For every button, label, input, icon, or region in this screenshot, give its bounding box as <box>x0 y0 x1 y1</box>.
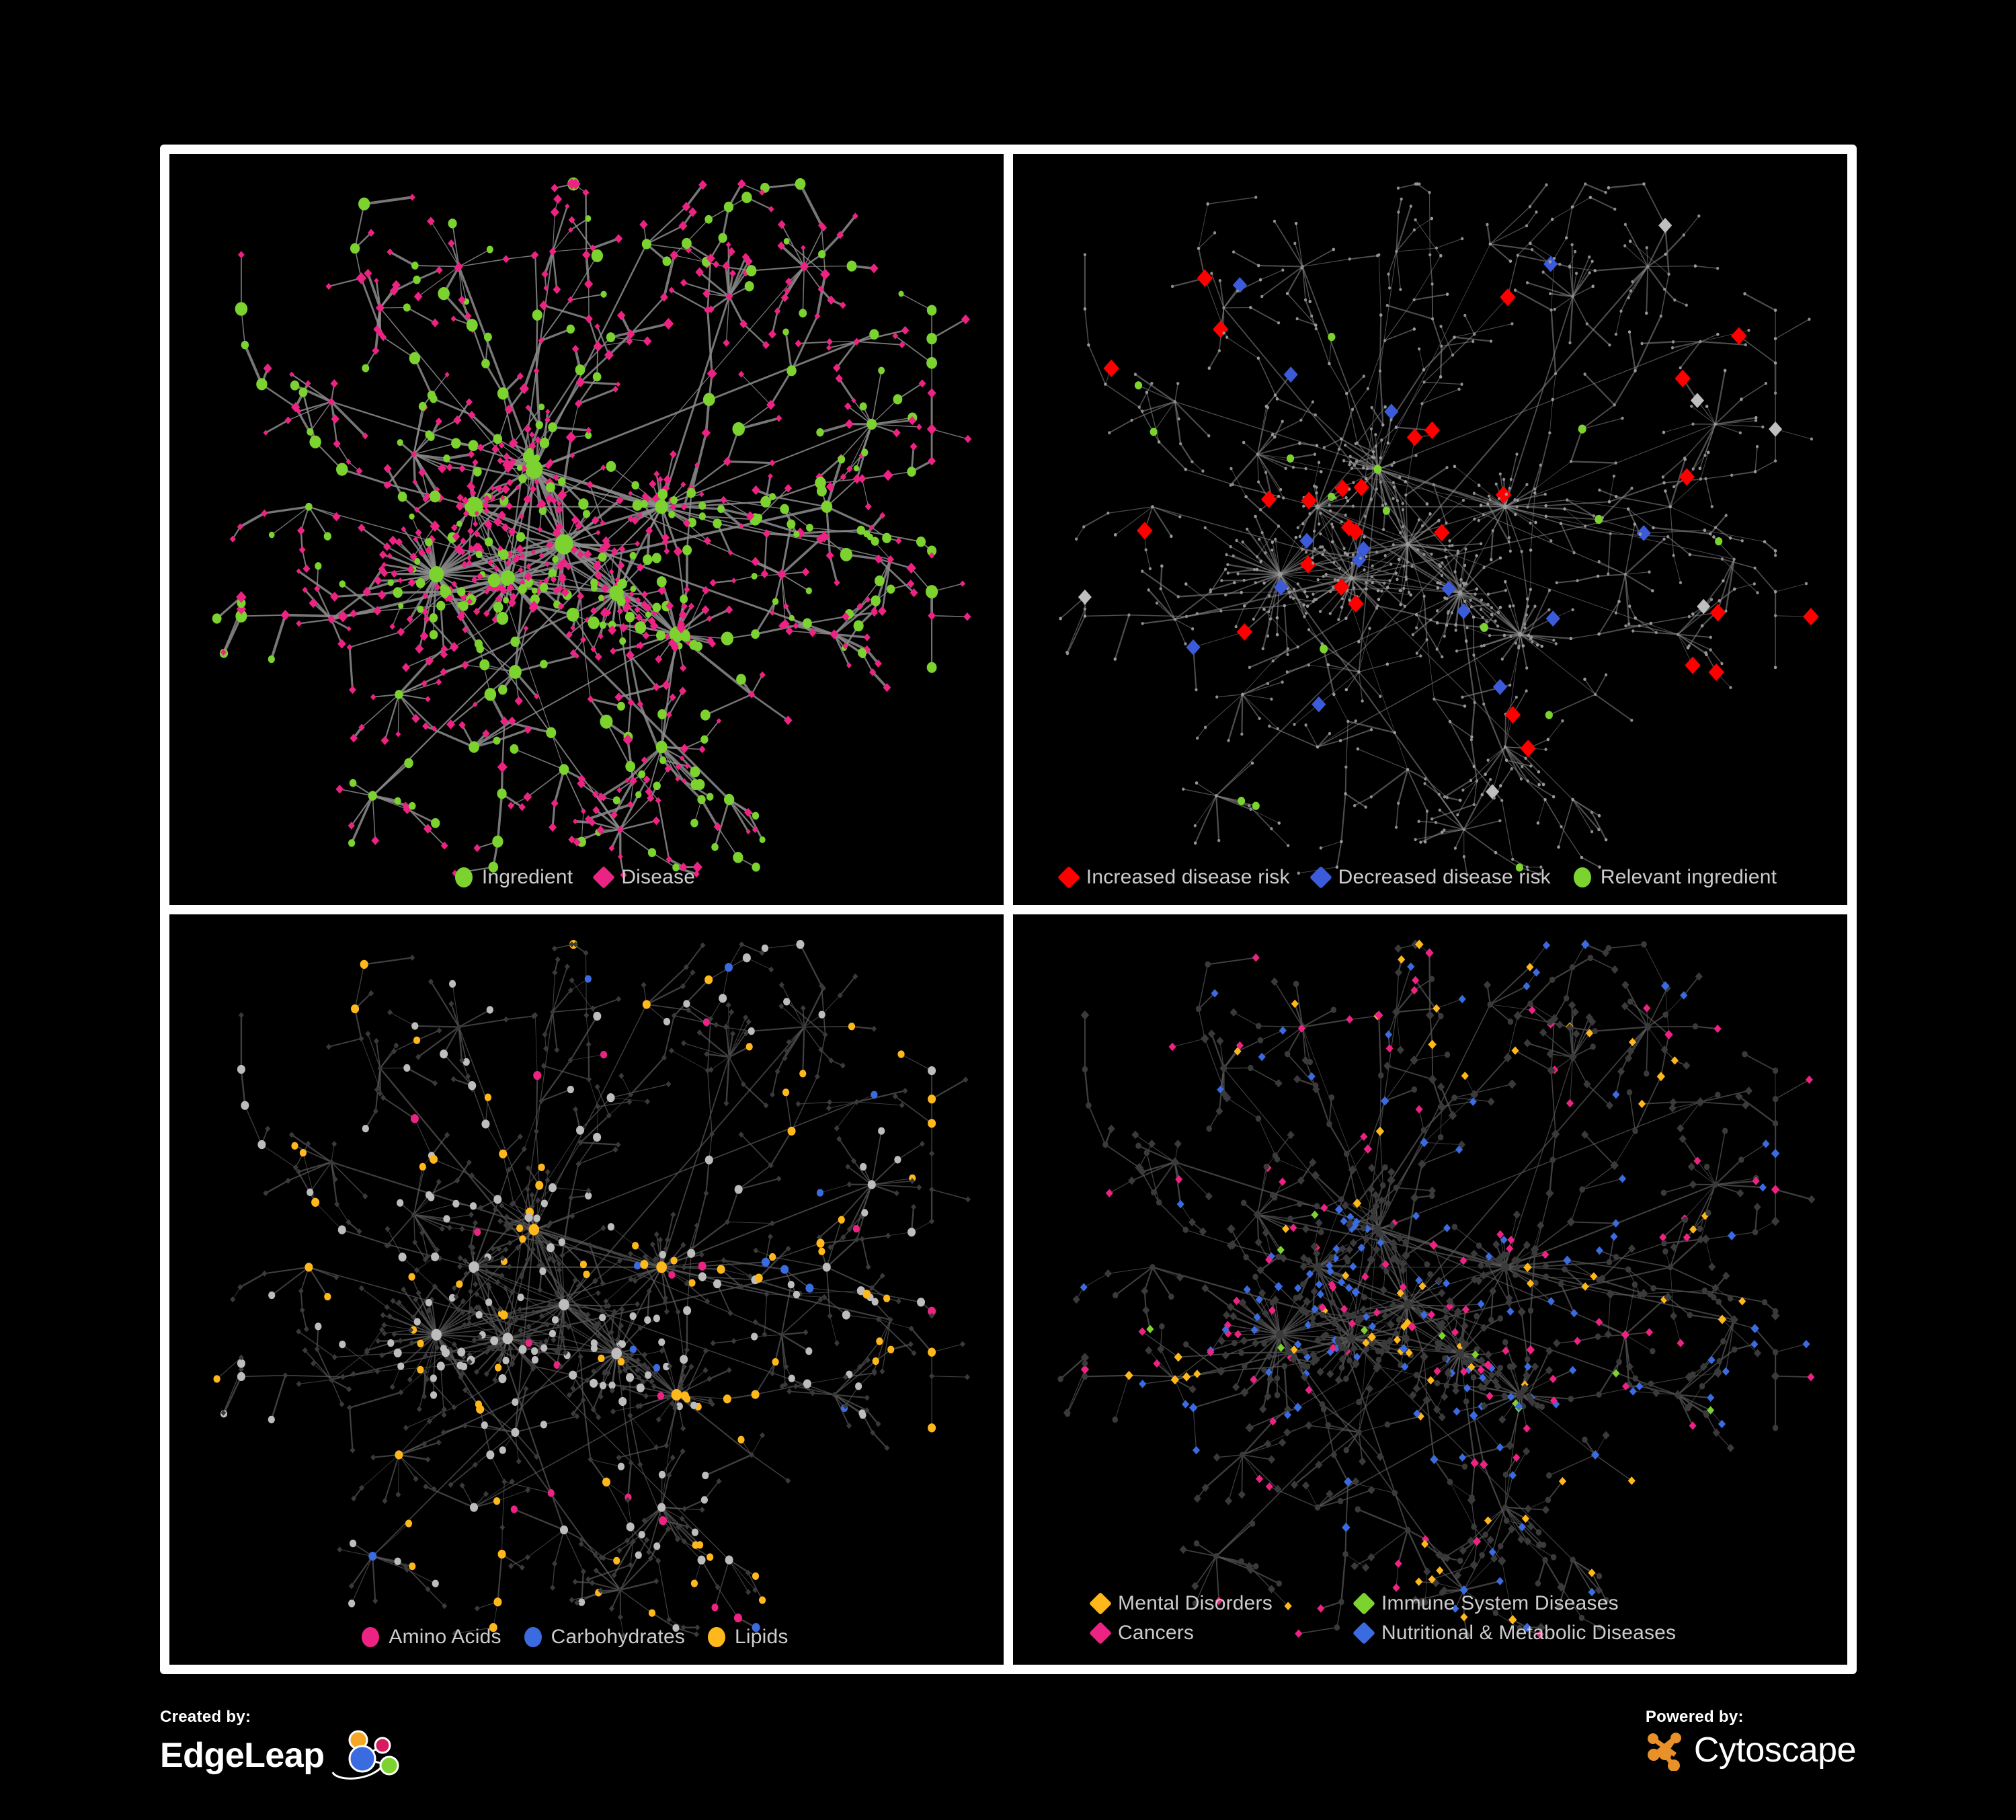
legend-item-label: Increased disease risk <box>1086 865 1290 888</box>
powered-by-kicker: Powered by: <box>1645 1708 1744 1726</box>
created-by-branding: Created by: EdgeLeap <box>160 1708 405 1782</box>
legend-item-label: Mental Disorders <box>1118 1592 1273 1614</box>
edgeleap-wordmark: EdgeLeap <box>160 1736 325 1775</box>
legend-item[interactable]: Carbohydrates <box>524 1627 685 1647</box>
legend-item[interactable]: Relevant ingredient <box>1573 865 1777 888</box>
network-canvas-3 <box>169 914 1004 1665</box>
decreased-risk-marker-icon <box>1309 865 1332 889</box>
mental-disorders-marker-icon <box>1089 1592 1112 1615</box>
network-canvas-4 <box>1013 914 1847 1665</box>
legend-item-label: Relevant ingredient <box>1600 865 1777 888</box>
legend-panel-1: Ingredient Disease <box>169 865 1004 889</box>
network-canvas-1 <box>169 154 1004 905</box>
nutritional-metabolic-diseases-marker-icon <box>1353 1622 1375 1645</box>
legend-item[interactable]: Decreased disease risk <box>1309 865 1551 889</box>
legend-item[interactable]: Immune System Diseases <box>1353 1592 1619 1615</box>
cytoscape-wordmark: Cytoscape <box>1693 1731 1857 1770</box>
created-by-kicker: Created by: <box>160 1708 251 1726</box>
legend-item-label: Lipids <box>735 1626 789 1648</box>
legend-item-label: Decreased disease risk <box>1338 865 1551 888</box>
legend-item-label: Cancers <box>1118 1622 1195 1644</box>
legend-item-label: Nutritional & Metabolic Diseases <box>1381 1622 1677 1644</box>
legend-item-label: Immune System Diseases <box>1381 1592 1619 1614</box>
panel-disease-class[interactable]: Mental Disorders Immune System Diseases … <box>1013 914 1847 1665</box>
edgeleap-logo-row[interactable]: EdgeLeap <box>160 1729 405 1782</box>
edgeleap-network-icon <box>331 1730 399 1780</box>
panel-grid: Ingredient Disease Increased disease ris… <box>160 145 1857 1674</box>
legend-item-label: Amino Acids <box>389 1626 501 1648</box>
legend-item[interactable]: Disease <box>592 865 696 889</box>
legend-item-label: Ingredient <box>481 865 573 888</box>
legend-item[interactable]: Increased disease risk <box>1057 865 1290 889</box>
ingredient-marker-icon <box>454 867 473 887</box>
legend-item-label: Carbohydrates <box>551 1626 686 1648</box>
legend-item[interactable]: Lipids <box>708 1627 789 1647</box>
panel-nutrient-class[interactable]: Amino Acids Carbohydrates Lipids <box>169 914 1004 1665</box>
cytoscape-logo-row[interactable]: Cytoscape <box>1646 1729 1857 1771</box>
legend-item[interactable]: Mental Disorders <box>1089 1592 1341 1615</box>
network-canvas-2 <box>1013 154 1847 905</box>
legend-item-label: Disease <box>621 865 696 888</box>
legend-item[interactable]: Cancers <box>1089 1622 1341 1645</box>
relevant-ingredient-marker-icon <box>1573 867 1591 887</box>
disease-marker-icon <box>592 865 616 889</box>
powered-by-branding: Powered by: Cytoscape <box>1645 1708 1857 1771</box>
lipids-marker-icon <box>708 1627 726 1647</box>
legend-item[interactable]: Nutritional & Metabolic Diseases <box>1353 1622 1676 1645</box>
legend-item[interactable]: Ingredient <box>454 865 573 888</box>
panel-ingredient-disease[interactable]: Ingredient Disease <box>169 154 1004 905</box>
legend-panel-2: Increased disease risk Decreased disease… <box>1013 865 1847 889</box>
cytoscape-network-icon <box>1647 1733 1681 1771</box>
immune-system-diseases-marker-icon <box>1353 1592 1375 1615</box>
legend-panel-4: Mental Disorders Immune System Diseases … <box>1013 1592 1847 1653</box>
legend-item[interactable]: Amino Acids <box>362 1627 501 1647</box>
panel-disease-risk[interactable]: Increased disease risk Decreased disease… <box>1013 154 1847 905</box>
cancers-marker-icon <box>1089 1622 1112 1645</box>
carbohydrates-marker-icon <box>524 1627 542 1647</box>
increased-risk-marker-icon <box>1057 865 1080 889</box>
legend-panel-3: Amino Acids Carbohydrates Lipids <box>169 1627 1004 1647</box>
amino-acids-marker-icon <box>362 1627 380 1647</box>
